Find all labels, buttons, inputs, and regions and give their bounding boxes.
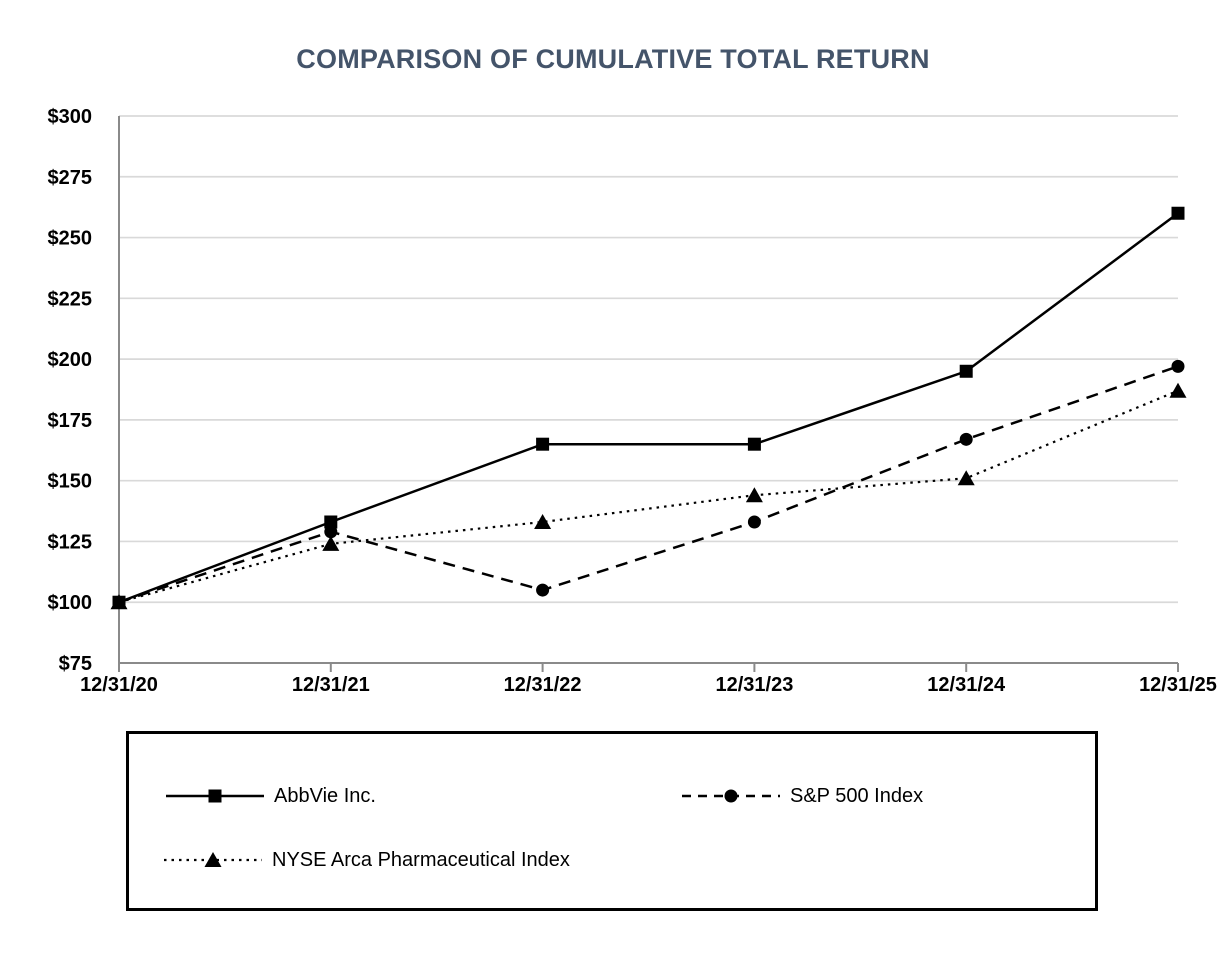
plot-area: $75 $100 $125 $150 $175 $200 $225 $250 $275 $300 1… <box>48 106 1217 696</box>
series-s-p-500-index-circle-marker-icon <box>959 432 973 446</box>
legend-line-sample-nyse-arca-pharmaceutical-index <box>164 852 262 867</box>
legend-nyse-arca-pharmaceutical-index-triangle-marker-icon <box>204 852 222 867</box>
y-axis-label: $175 <box>48 410 93 432</box>
series-s-p-500-index-circle-marker-icon <box>536 583 550 597</box>
y-axis-label: $100 <box>48 592 93 614</box>
x-axis-label: 12/31/20 <box>80 674 158 696</box>
legend-line-sample-abbvie-inc <box>166 789 264 803</box>
series-line-s-p-500-index <box>118 365 1179 604</box>
x-axis-label: 12/31/24 <box>927 674 1006 696</box>
series-nyse-arca-pharmaceutical-index-triangle-marker-icon <box>534 513 552 529</box>
x-axis-label: 12/31/21 <box>292 674 370 696</box>
legend-s-p-500-index-circle-marker-icon <box>724 789 738 803</box>
y-axis-label: $200 <box>48 349 93 371</box>
series-nyse-arca-pharmaceutical-index-triangle-marker-icon <box>1169 382 1187 398</box>
x-axis-label: 12/31/22 <box>504 674 582 696</box>
y-axis-label: $75 <box>59 653 92 675</box>
legend-label-abbvie-inc: AbbVie Inc. <box>274 784 376 807</box>
y-axis-label: $125 <box>48 531 93 553</box>
legend-abbvie-inc-square-marker-icon <box>208 789 222 803</box>
legend-item-abbvie-inc: AbbVie Inc. <box>165 784 376 808</box>
series-nyse-arca-pharmaceutical-index-triangle-marker-icon <box>322 535 340 551</box>
series-line-abbvie-inc <box>118 212 1179 604</box>
series-nyse-arca-pharmaceutical-index-triangle-marker-icon <box>745 487 763 503</box>
series-abbvie-inc-square-marker-icon <box>112 595 126 609</box>
legend-label-nyse-arca-pharmaceutical-index: NYSE Arca Pharmaceutical Index <box>272 848 570 871</box>
series-line-nyse-arca-pharmaceutical-index <box>118 389 1179 604</box>
y-axis-label: $275 <box>48 167 93 189</box>
y-axis-label: $225 <box>48 288 93 310</box>
legend-line-sample-s-p-500-index <box>682 789 780 803</box>
series-abbvie-inc-square-marker-icon <box>1171 206 1185 220</box>
legend-box: AbbVie Inc. S&P 500 Index NYSE Arca Pharma… <box>126 731 1098 911</box>
legend-item-s-p-500-index: S&P 500 Index <box>681 784 923 808</box>
series-s-p-500-index-circle-marker-icon <box>747 515 761 529</box>
y-axis-label: $250 <box>48 228 93 250</box>
legend-item-nyse-arca-pharmaceutical-index: NYSE Arca Pharmaceutical Index <box>163 848 570 872</box>
x-axis-label: 12/31/25 <box>1139 674 1217 696</box>
series-abbvie-inc-square-marker-icon <box>324 515 338 529</box>
x-axis-label: 12/31/23 <box>715 674 793 696</box>
legend-label-s-p-500-index: S&P 500 Index <box>790 784 924 807</box>
series-abbvie-inc-square-marker-icon <box>959 364 973 378</box>
chart-title: COMPARISON OF CUMULATIVE TOTAL RETURN <box>296 44 930 74</box>
series-nyse-arca-pharmaceutical-index-triangle-marker-icon <box>957 470 975 486</box>
series-abbvie-inc-square-marker-icon <box>747 437 761 451</box>
y-axis-label: $300 <box>48 106 93 128</box>
series-abbvie-inc-square-marker-icon <box>536 437 550 451</box>
series-s-p-500-index-circle-marker-icon <box>1171 359 1185 373</box>
y-axis-label: $150 <box>48 471 93 493</box>
